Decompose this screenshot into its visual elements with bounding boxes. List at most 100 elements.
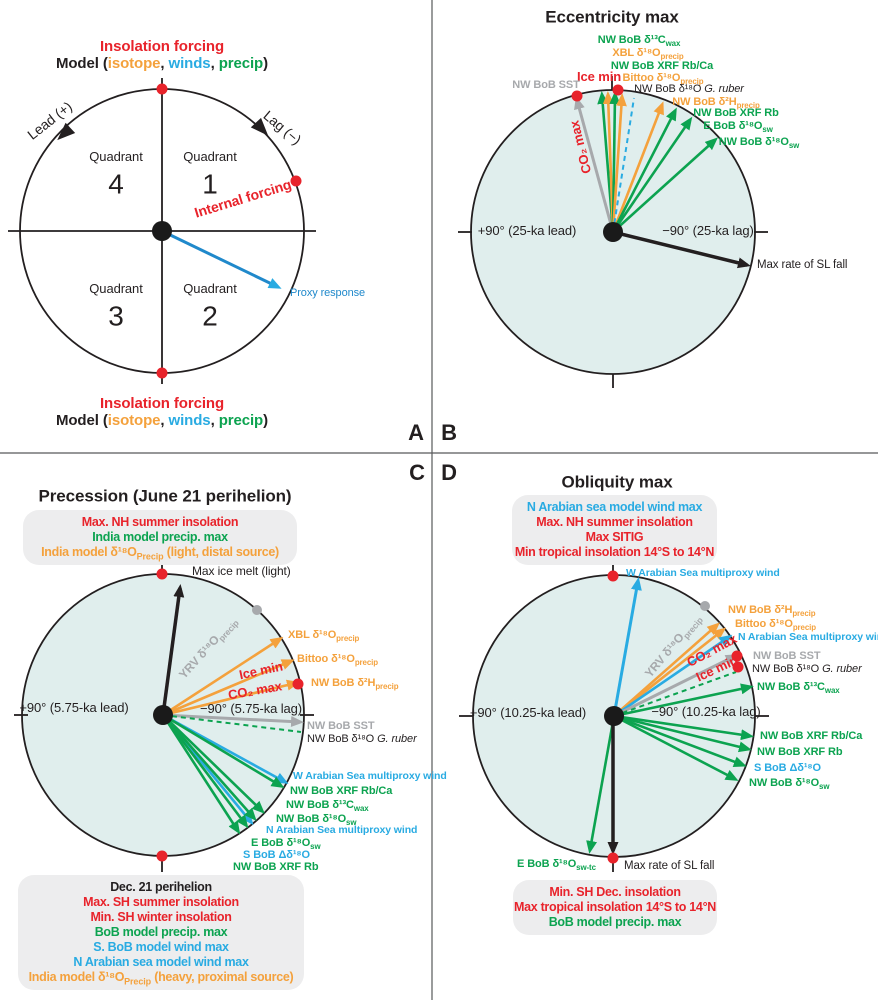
wheel-a [8, 78, 316, 384]
box-line: Min tropical insolation 14°S to 14°N [514, 545, 715, 559]
arrow-nw-bob-d2h-precip [162, 679, 300, 717]
b-label-max-rate-sl-fall: Max rate of SL fall [757, 259, 848, 271]
wheel-c [14, 558, 314, 872]
arrow-nw-bob-sst [574, 96, 615, 233]
wheel-b-center-dot [603, 222, 623, 242]
arrow-e-bob-d18osw-tc [586, 715, 616, 854]
c-label-e-bob-d18osw: E BoB δ¹⁸Osw [251, 837, 321, 852]
arrow-proxy-response [161, 229, 282, 289]
wheel-c-center-dot [153, 705, 173, 725]
a-top-insolation-forcing: Insolation forcing [99, 37, 225, 55]
c-title: Precession (June 21 perihelion) [38, 486, 292, 506]
box-line: Max tropical insolation 14°S to 14°N [513, 900, 717, 914]
arrow-s-bob-dd18o [613, 714, 747, 767]
wheel-a-center-dot [152, 221, 172, 241]
red-dot-sst-tip [571, 90, 583, 102]
box-line: Max SITIG [585, 530, 644, 544]
arrow-e-bob-d18osw [161, 714, 249, 829]
d-label-nw-bob-xrf-rb: NW BoB XRF Rb [757, 746, 843, 758]
a-quadrant1-number: 1 [202, 168, 218, 200]
box-line: BoB model precip. max [94, 925, 228, 939]
d-lag-label: −90° (10.25-ka lag) [651, 703, 761, 719]
lag-direction-arrowhead [250, 117, 269, 136]
red-dot-top [607, 570, 619, 582]
c-label-xbl-precip: XBL δ¹⁸Oprecip [288, 629, 360, 644]
arrow-max-rate-sl-fall [612, 230, 751, 269]
red-dot-bottom [156, 367, 168, 379]
arrow-nw-bob-d18osw [613, 714, 739, 781]
gray-dot-yrv [700, 601, 710, 611]
box-line: Max. SH summer insolation [83, 895, 239, 909]
box-line: India model δ¹⁸OPrecip (heavy, proximal … [28, 970, 294, 987]
a-bottom-insolation-forcing: Insolation forcing [99, 394, 225, 412]
d-label-nw-bob-d13cwax: NW BoB δ¹³Cwax [757, 681, 840, 696]
arrow-nw-bob-d13cwax [613, 683, 754, 718]
arrow-nw-bob-d18osw [162, 714, 257, 821]
wheel-d [459, 560, 769, 872]
c-label-max-ice-melt: Max ice melt (light) [192, 564, 291, 578]
arrow-nw-bob-d13cwax [162, 714, 265, 814]
arrow-nw-bob-xrf-rbca [162, 713, 285, 789]
b-label-nw-bob-d18o-g-ruber: NW BoB δ¹⁸O G. ruber [634, 82, 744, 95]
c-label-nw-bob-d13cwax: NW BoB δ¹³Cwax [286, 799, 369, 814]
b-label-nw-bob-d2h-precip: NW BoB δ²Hprecip [672, 95, 760, 111]
d-label-max-rate-sl-fall: Max rate of SL fall [624, 860, 715, 872]
c-lag-label: −90° (5.75-ka lag) [199, 700, 303, 716]
c-lead-label: +90° (5.75-ka lead) [19, 699, 129, 715]
panel-letter-d: D [441, 459, 457, 485]
d-label-w-arabian-wind: W Arabian Sea multiproxy wind [626, 567, 780, 579]
b-lead-label: +90° (25-ka lead) [477, 222, 577, 238]
c-label-nw-bob-xrf-rb: NW BoB XRF Rb [233, 861, 319, 873]
b-label-nw-bob-xrf-rb: NW BoB XRF Rb [693, 106, 779, 119]
arrow-nw-bob-xrf-rb [613, 714, 752, 753]
c-label-n-arabian-wind: N Arabian Sea multiproxy wind [266, 824, 418, 836]
box-line: N Arabian sea model wind max [526, 500, 703, 514]
box-line: Dec. 21 perihelion [110, 880, 212, 894]
wheel-b [458, 76, 768, 388]
box-line: BoB model precip. max [548, 915, 682, 929]
c-label-nw-bob-d18osw: NW BoB δ¹⁸Osw [276, 813, 357, 828]
d-label-nw-bob-d18o-g-ruber: NW BoB δ¹⁸O G. ruber [752, 663, 862, 675]
c-top-box: Max. NH summer insolation India model pr… [23, 510, 297, 565]
a-top-model-line: Model (isotope, winds, precip) [55, 54, 269, 72]
gray-dot-yrv [252, 605, 262, 615]
lead-direction-arrowhead [57, 122, 76, 141]
c-label-s-bob-dd18o: S BoB Δδ¹⁸O [243, 849, 310, 861]
arrow-xbl-precip [162, 636, 284, 717]
arrow-max-ice-melt [161, 584, 185, 716]
d-top-box: N Arabian sea model wind max Max. NH sum… [512, 495, 717, 565]
box-line: Max. NH summer insolation [536, 515, 693, 529]
arrow-nw-bob-d2h-precip [611, 101, 664, 233]
a-quadrant3-word: Quadrant [89, 280, 143, 296]
arrow-w-arabian-wind [612, 577, 642, 717]
b-label-nw-bob-sst: NW BoB SST [512, 78, 580, 91]
arrow-e-bob-d18osw [611, 116, 693, 233]
red-dot-d2h-tip [292, 678, 304, 690]
red-dot-internal-forcing [290, 175, 302, 187]
dashed-line-blue [612, 97, 635, 233]
arrow-n-arabian-wind [613, 634, 733, 718]
c-label-nw-bob-xrf-rbca: NW BoB XRF Rb/Ca [290, 785, 393, 797]
c-bottom-box: Dec. 21 perihelion Max. SH summer insola… [18, 875, 304, 990]
arrow-bittoo-precip [162, 659, 295, 717]
arrow-bittoo-precip [611, 93, 627, 233]
dashed-line-g-ruber [613, 671, 737, 717]
c-label-nw-bob-d18o-g-ruber: NW BoB δ¹⁸O G. ruber [307, 733, 417, 745]
b-label-e-bob-d18osw: E BoB δ¹⁸Osw [703, 119, 773, 135]
d-label-s-bob-dd18o: S BoB Δδ¹⁸O [754, 762, 821, 774]
d-label-nw-bob-sst: NW BoB SST [753, 650, 821, 662]
b-label-nw-bob-xrf-rbca: NW BoB XRF Rb/Ca [610, 59, 714, 72]
red-dot-g-ruber [732, 661, 744, 673]
box-line: Min. SH Dec. insolation [549, 885, 681, 899]
b-label-nw-bob-d13cwax: NW BoB δ¹³Cwax [597, 33, 681, 49]
arrow-nw-bob-sst [162, 713, 304, 728]
b-label-xbl-precip: XBL δ¹⁸Oprecip [612, 46, 684, 62]
d-label-nw-bob-xrf-rbca: NW BoB XRF Rb/Ca [760, 730, 863, 742]
d-title: Obliquity max [561, 472, 673, 492]
box-line: India model δ¹⁸OPrecip (light, distal so… [41, 545, 279, 562]
a-proxy-response-label: Proxy response [290, 287, 366, 299]
red-dot-sst-tip [731, 650, 743, 662]
panel-letter-b: B [441, 419, 457, 445]
